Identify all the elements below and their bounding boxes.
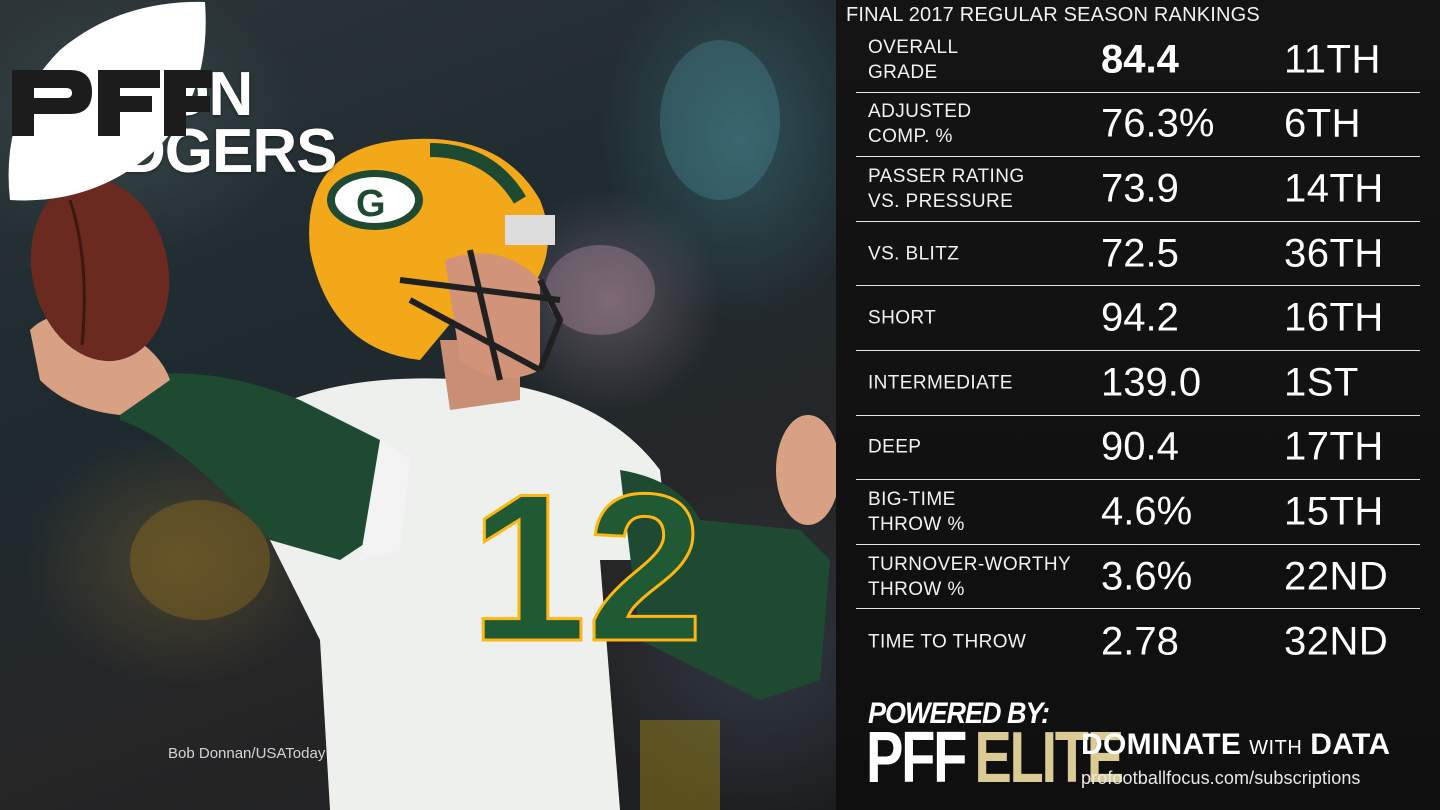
stat-rank: 14TH <box>1284 166 1384 211</box>
stat-label: TURNOVER-WORTHY THROW % <box>868 553 1072 600</box>
pff-elite-logo-pff: PFF <box>866 718 967 798</box>
stat-label: SHORT <box>868 307 937 329</box>
stat-rank: 36TH <box>1284 231 1384 276</box>
stat-row-vs-blitz: VS. BLITZ 72.5 36TH <box>856 222 1420 287</box>
stat-value: 90.4 <box>1101 424 1179 469</box>
stat-rank: 17TH <box>1284 424 1384 469</box>
stat-rank: 32ND <box>1284 619 1389 664</box>
tagline-data: DATA <box>1310 728 1391 761</box>
stat-row-turnover-worthy-throw: TURNOVER-WORTHY THROW % 3.6% 22ND <box>856 545 1420 610</box>
jersey-number: 12 <box>470 450 704 685</box>
stat-value: 84.4 <box>1101 37 1179 82</box>
stat-row-passer-rating-pressure: PASSER RATING VS. PRESSURE 73.9 14TH <box>856 157 1420 222</box>
pff-logo-icon <box>8 1 212 201</box>
stat-value: 76.3% <box>1101 101 1215 146</box>
tagline: DOMINATE WITH DATA <box>1081 728 1390 762</box>
stat-row-adjusted-comp: ADJUSTED COMP. % 76.3% 6TH <box>856 93 1420 158</box>
stat-value: 2.78 <box>1101 619 1179 664</box>
stat-value: 3.6% <box>1101 554 1193 599</box>
photo-credit: Bob Donnan/USAToday <box>168 745 326 762</box>
stat-label: OVERALL GRADE <box>868 36 959 83</box>
stat-row-time-to-throw: TIME TO THROW 2.78 32ND <box>856 609 1420 674</box>
stats-table: OVERALL GRADE 84.4 11TH ADJUSTED COMP. %… <box>856 28 1420 674</box>
quarterback-illustration: 12 G <box>30 40 836 810</box>
stat-label: ADJUSTED COMP. % <box>868 101 972 148</box>
stat-label: INTERMEDIATE <box>868 372 1013 394</box>
player-photo: 12 G AARON RODGERS Bob Donnan/USAToday <box>0 0 836 810</box>
stat-label: BIG-TIME THROW % <box>868 488 965 535</box>
pff-elite-logo-elite: ELITE <box>974 718 1124 798</box>
stat-rank: 15TH <box>1284 489 1384 534</box>
pff-elite-logo: PFF ELITE <box>866 718 1124 798</box>
stat-rank: 16TH <box>1284 295 1384 340</box>
stat-value: 72.5 <box>1101 231 1179 276</box>
stat-row-big-time-throw: BIG-TIME THROW % 4.6% 15TH <box>856 480 1420 545</box>
subscription-link[interactable]: profootballfocus.com/subscriptions <box>1081 768 1361 788</box>
stat-row-overall-grade: OVERALL GRADE 84.4 11TH <box>856 28 1420 93</box>
stat-rank: 22ND <box>1284 554 1389 599</box>
stat-label: VS. BLITZ <box>868 243 960 265</box>
stat-rank: 11TH <box>1284 37 1381 82</box>
stat-row-deep: DEEP 90.4 17TH <box>856 416 1420 481</box>
tagline-with: WITH <box>1249 737 1303 759</box>
rankings-panel: FINAL 2017 REGULAR SEASON RANKINGS OVERA… <box>836 0 1440 810</box>
stat-value: 4.6% <box>1101 489 1193 534</box>
stat-label: TIME TO THROW <box>868 631 1027 653</box>
stat-label: PASSER RATING VS. PRESSURE <box>868 165 1025 212</box>
stat-rank: 6TH <box>1284 101 1362 146</box>
panel-title: FINAL 2017 REGULAR SEASON RANKINGS <box>846 4 1260 26</box>
stat-rank: 1ST <box>1284 360 1359 405</box>
stat-value: 94.2 <box>1101 295 1179 340</box>
tagline-dominate: DOMINATE <box>1081 728 1242 761</box>
stat-row-short: SHORT 94.2 16TH <box>856 286 1420 351</box>
stat-value: 139.0 <box>1101 360 1202 405</box>
stat-value: 73.9 <box>1101 166 1179 211</box>
stat-row-intermediate: INTERMEDIATE 139.0 1ST <box>856 351 1420 416</box>
powered-by-label: POWERED BY: <box>868 696 1050 730</box>
helmet-logo: G <box>356 183 386 225</box>
stat-label: DEEP <box>868 436 922 458</box>
